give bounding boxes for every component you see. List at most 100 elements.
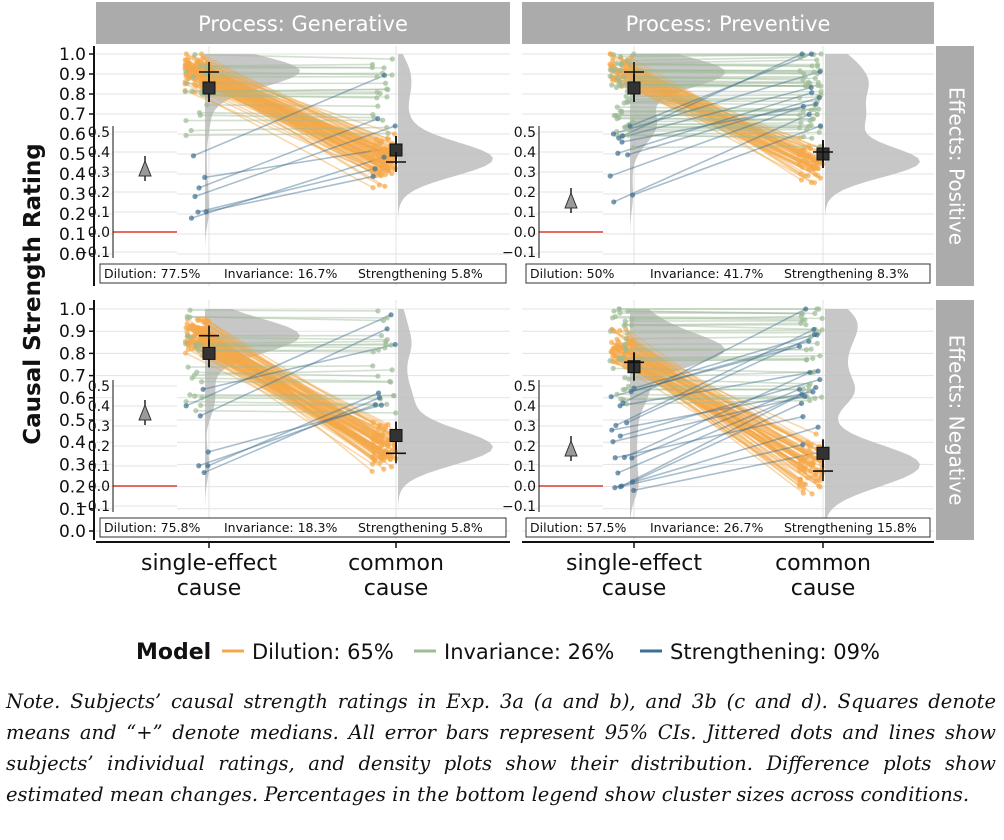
subject-line-dilution <box>207 320 384 431</box>
subject-line-dilution <box>191 327 395 444</box>
subject-line-dilution <box>627 350 808 444</box>
subject-line-invariance <box>208 94 377 99</box>
subject-line-dilution <box>615 344 814 461</box>
subject-line-dilution <box>194 74 383 159</box>
subject-line-strengthening <box>633 451 822 492</box>
subject-dot-dilution <box>630 340 637 347</box>
subject-line-dilution <box>627 69 802 152</box>
subject-dot-dilution <box>808 475 815 481</box>
subject-line-invariance <box>201 88 387 93</box>
subject-line-dilution <box>186 66 383 157</box>
subject-line-invariance <box>206 104 378 107</box>
subject-line-strengthening <box>191 156 385 219</box>
subject-dot-invariance <box>387 378 393 385</box>
subject-line-strengthening <box>621 386 817 487</box>
subject-line-strengthening <box>614 426 819 489</box>
inset-tick-label: 0.4 <box>88 145 110 161</box>
subject-dot-invariance <box>384 315 390 321</box>
y-tick-label: 1.0 <box>59 300 86 320</box>
subject-line-invariance <box>624 371 815 379</box>
subject-dot-dilution <box>391 131 398 137</box>
subject-dot-dilution <box>382 166 388 172</box>
subject-dot-dilution <box>798 457 804 463</box>
subject-line-dilution <box>632 342 801 472</box>
subject-line-dilution <box>204 333 375 450</box>
subject-dot-strengthening <box>202 174 208 181</box>
subject-line-dilution <box>194 344 390 435</box>
inset-tick-label: 0.0 <box>88 225 110 241</box>
subject-dot-strengthening <box>376 395 383 401</box>
subject-dot-strengthening <box>200 386 206 392</box>
subject-dot-invariance <box>618 61 624 67</box>
subject-line-dilution <box>204 330 385 470</box>
subject-line-invariance <box>619 79 809 83</box>
subject-dot-dilution <box>387 165 393 172</box>
subject-line-invariance <box>630 123 812 127</box>
subject-line-invariance <box>615 315 823 320</box>
subject-dot-dilution <box>800 490 807 496</box>
subject-dot-strengthening <box>195 209 201 215</box>
subject-line-dilution <box>185 352 374 446</box>
subject-line-dilution <box>619 70 803 168</box>
inset-tick-label: 0.4 <box>88 399 110 415</box>
subject-line-strengthening <box>202 343 396 391</box>
density-common-cause <box>825 54 920 254</box>
subject-dot-strengthening <box>381 154 387 160</box>
subject-line-dilution <box>198 62 388 168</box>
subject-line-dilution <box>186 335 374 450</box>
inset-estimate-marker <box>138 403 152 421</box>
subject-line-strengthening <box>632 125 821 196</box>
subject-line-dilution <box>191 324 391 460</box>
subject-line-dilution <box>632 343 811 449</box>
subject-dot-invariance <box>818 83 824 89</box>
subject-line-dilution <box>196 60 388 168</box>
subject-dot-invariance <box>796 95 803 101</box>
subject-line-invariance <box>200 114 375 119</box>
subject-dot-invariance <box>203 71 209 77</box>
inset-estimate-marker <box>564 439 578 457</box>
subject-dot-dilution <box>810 456 817 462</box>
inset-tick-label: −0.1 <box>502 499 536 515</box>
subject-dot-invariance <box>623 347 629 354</box>
inset-tick-label: 0.1 <box>88 205 110 221</box>
subject-line-dilution <box>204 338 385 461</box>
subject-line-dilution <box>191 348 377 449</box>
row-strip: Effects: Negative <box>936 300 974 540</box>
column-strip <box>522 2 934 44</box>
subject-dot-invariance <box>610 365 616 371</box>
subject-dot-invariance <box>802 83 808 89</box>
subject-line-dilution <box>194 91 374 189</box>
subject-line-dilution <box>622 66 802 181</box>
subject-dot-invariance <box>797 68 803 74</box>
subject-line-dilution <box>632 68 809 177</box>
subject-dot-invariance <box>370 349 376 355</box>
mean-square <box>202 81 216 95</box>
subject-line-dilution <box>616 338 816 482</box>
subject-line-invariance <box>189 393 395 397</box>
subject-line-invariance <box>613 70 818 75</box>
figure-note: Note. Subjects’ causal strength ratings … <box>6 690 996 806</box>
subject-dot-invariance <box>616 355 622 361</box>
subject-dot-invariance <box>810 116 817 122</box>
subject-line-invariance <box>187 315 384 322</box>
subject-line-dilution <box>201 65 391 153</box>
subject-line-dilution <box>199 345 396 452</box>
x-tick-label-line2: cause <box>177 576 242 601</box>
subject-dot-invariance <box>384 94 390 100</box>
subject-line-dilution <box>202 77 395 170</box>
subject-line-dilution <box>193 325 395 447</box>
subject-dot-dilution <box>377 460 383 466</box>
subject-line-dilution <box>203 331 382 447</box>
cluster-label: Strengthening 5.8% <box>358 520 483 535</box>
subject-line-dilution <box>184 59 378 150</box>
subject-line-dilution <box>612 76 815 184</box>
subject-line-invariance <box>626 348 807 352</box>
subject-line-dilution <box>616 344 817 435</box>
subject-dot-invariance <box>192 393 198 399</box>
inset-tick-label: 0.5 <box>514 125 536 141</box>
subject-line-dilution <box>186 53 391 148</box>
subject-dot-invariance <box>385 130 391 136</box>
subject-dot-dilution <box>809 491 815 497</box>
subject-line-dilution <box>196 318 390 441</box>
